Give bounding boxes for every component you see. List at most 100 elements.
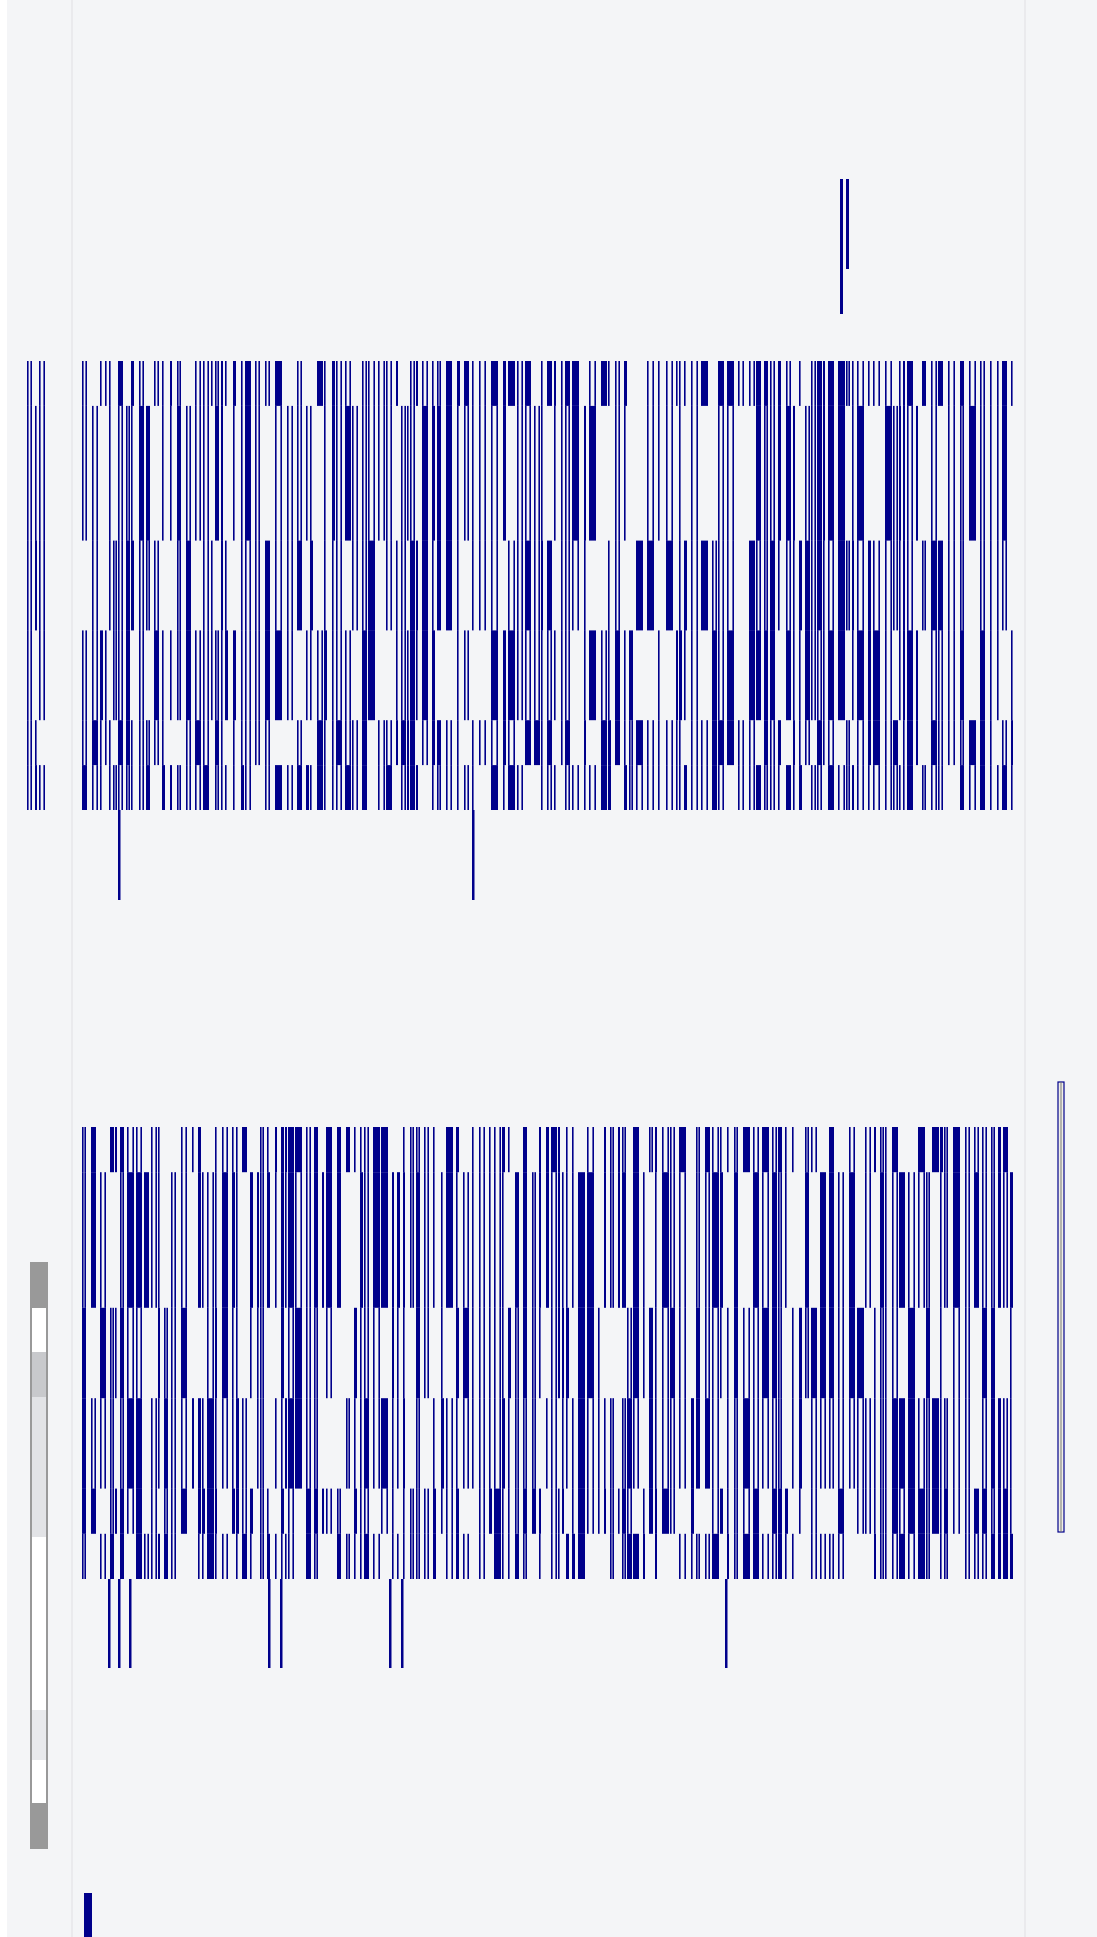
stripe (696, 540, 698, 631)
stripe (521, 540, 523, 631)
stripe (390, 540, 392, 631)
stripe (147, 1533, 149, 1579)
stripe (772, 1533, 774, 1579)
stripe (852, 630, 854, 721)
stripe (378, 405, 380, 541)
stripe (753, 1127, 755, 1173)
stripe (799, 720, 801, 766)
stripe (297, 720, 299, 766)
stripe (823, 720, 825, 766)
stripe (139, 405, 144, 541)
stripe (882, 1488, 884, 1534)
stripe (647, 361, 649, 406)
stripe (306, 1398, 308, 1489)
stripe (177, 630, 179, 721)
stripe (170, 630, 172, 721)
stripe (364, 1307, 366, 1399)
stripe-blocks (27, 361, 1013, 1668)
stripe (245, 405, 251, 541)
stripe (931, 765, 933, 810)
stripe (799, 540, 802, 631)
stripe (882, 1398, 884, 1489)
stripe (587, 1172, 594, 1308)
stripe (154, 540, 156, 631)
stripe (360, 1533, 362, 1579)
stripe (222, 1172, 228, 1308)
stripe (832, 1533, 834, 1579)
stripe (517, 1307, 519, 1399)
stripe (666, 405, 668, 541)
stripe (773, 361, 775, 406)
stripe (164, 1307, 166, 1399)
stripe (337, 1533, 341, 1579)
stripe (309, 1172, 311, 1308)
stripe (962, 540, 964, 631)
stripe (743, 1307, 745, 1399)
stripe (472, 765, 474, 810)
stripe (260, 1172, 262, 1308)
stripe (1002, 540, 1004, 631)
stripe (43, 405, 45, 541)
stripe (139, 765, 141, 810)
stripe (965, 1488, 967, 1534)
stripe (439, 361, 441, 406)
stripe (799, 361, 801, 406)
stripe (245, 720, 247, 766)
stripe (225, 630, 228, 721)
stripe (499, 1127, 501, 1173)
stripe (185, 1127, 187, 1173)
stripe (268, 361, 270, 406)
stripe (309, 1307, 311, 1399)
stripe (601, 720, 607, 766)
stripe (778, 1398, 780, 1489)
stripe (785, 1488, 788, 1534)
stripe (463, 1533, 465, 1579)
stripe (427, 1127, 429, 1173)
stripe (340, 405, 342, 541)
stripe (378, 765, 380, 810)
stripe (479, 1127, 481, 1173)
stripe (128, 405, 130, 541)
stripe (189, 765, 191, 810)
stripe (743, 1488, 745, 1534)
stripe (718, 765, 720, 810)
stripe (1011, 361, 1013, 406)
stripe (732, 540, 734, 631)
stripe (202, 1488, 205, 1534)
stripe (727, 405, 729, 541)
stripe (608, 720, 611, 766)
stripe (624, 720, 626, 766)
stripe (392, 1488, 394, 1534)
stripe (991, 1398, 995, 1489)
stripe (605, 630, 607, 721)
stripe (155, 1398, 157, 1489)
stripe (767, 1398, 769, 1489)
stripe (131, 540, 134, 631)
stripe (525, 630, 527, 721)
stripe (785, 1172, 787, 1308)
stripe (198, 1398, 201, 1489)
stripe (364, 1488, 366, 1534)
stripe (345, 720, 347, 766)
stripe (684, 765, 687, 810)
stripe (554, 765, 556, 810)
stripe (484, 361, 486, 406)
stripe (534, 720, 540, 766)
stripe (652, 720, 654, 766)
stripe (483, 1398, 485, 1489)
stripe (508, 1307, 511, 1399)
stripe (127, 1307, 129, 1399)
stripe (441, 1488, 443, 1534)
stripe (515, 1307, 517, 1399)
stripe (968, 1488, 970, 1534)
stripe (523, 1488, 527, 1534)
stripe (346, 1533, 348, 1579)
stripe (615, 540, 617, 631)
stripe (457, 361, 460, 406)
stripe (738, 720, 740, 766)
stripe (965, 1127, 967, 1173)
stripe (615, 630, 620, 721)
stripe (918, 1398, 920, 1489)
stripe (523, 1127, 527, 1173)
